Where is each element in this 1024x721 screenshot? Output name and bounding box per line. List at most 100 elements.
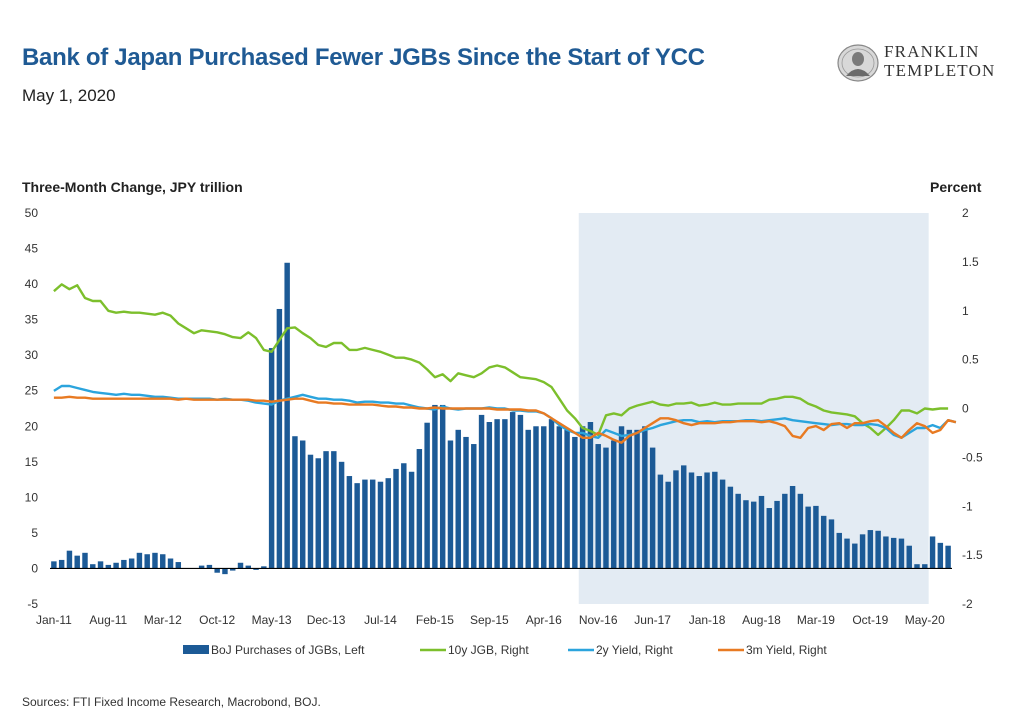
bar-boj-purchases (525, 429, 531, 569)
franklin-templeton-logo: FRANKLIN TEMPLETON (836, 42, 1016, 86)
bar-boj-purchases (369, 479, 376, 569)
left-axis-tick: 50 (25, 206, 39, 220)
x-axis-tick: Oct-19 (852, 613, 888, 627)
bar-boj-purchases (719, 479, 726, 569)
bar-boj-purchases (813, 505, 819, 569)
bar-boj-purchases (408, 471, 415, 569)
bar-boj-purchases (859, 534, 866, 569)
bar-boj-purchases (284, 262, 290, 569)
right-axis-tick: 1.5 (962, 255, 979, 269)
bar-boj-purchases (735, 493, 741, 569)
bar-boj-purchases (292, 436, 298, 569)
bar-boj-purchases (416, 449, 423, 569)
bar-boj-purchases (875, 530, 881, 569)
bar-boj-purchases (579, 426, 586, 569)
bar-boj-purchases (789, 485, 796, 569)
bar-boj-purchases (673, 470, 679, 569)
bar-boj-purchases (805, 506, 811, 569)
source-note: Sources: FTI Fixed Income Research, Macr… (22, 695, 321, 709)
bar-boj-purchases (890, 537, 897, 569)
bar-boj-purchases (556, 426, 563, 569)
bar-boj-purchases (548, 419, 555, 569)
bar-boj-purchases (587, 422, 594, 569)
left-axis-tick: 5 (31, 526, 38, 540)
bar-boj-purchases (649, 447, 656, 569)
bar-boj-purchases (533, 426, 539, 569)
left-axis-tick: 45 (25, 242, 39, 256)
x-axis-tick: Dec-13 (307, 613, 346, 627)
bar-boj-purchases (338, 461, 345, 569)
x-axis-tick: Mar-19 (797, 613, 835, 627)
right-axis-tick: 0.5 (962, 353, 979, 367)
x-axis-tick: Apr-16 (526, 613, 562, 627)
bar-boj-purchases (665, 481, 671, 569)
bar-boj-purchases (712, 471, 718, 569)
chart-date: May 1, 2020 (22, 86, 116, 105)
x-axis-tick: Jul-14 (364, 613, 397, 627)
bar-boj-purchases (704, 472, 710, 569)
bar-boj-purchases (572, 436, 578, 569)
bar-boj-purchases (782, 493, 788, 569)
bar-boj-purchases (121, 559, 127, 569)
bar-boj-purchases (642, 426, 648, 569)
bar-boj-purchases (486, 422, 493, 569)
right-axis-tick: 2 (962, 206, 969, 220)
x-axis-tick: Jun-17 (634, 613, 671, 627)
bar-boj-purchases (688, 472, 695, 569)
x-axis-tick: Aug-11 (89, 613, 127, 627)
series-line-3m-yield (53, 395, 957, 444)
left-axis-tick: 25 (25, 384, 39, 398)
bar-boj-purchases (160, 554, 166, 569)
bar-boj-purchases (774, 500, 780, 569)
bar-boj-purchases (261, 566, 267, 569)
logo-line-1: FRANKLIN (884, 42, 980, 61)
bar-boj-purchases (230, 568, 236, 571)
x-axis-tick: Jan-11 (36, 613, 72, 627)
bar-boj-purchases (439, 404, 446, 569)
bar-boj-purchases (914, 564, 920, 569)
right-axis-tick: -1 (962, 499, 973, 513)
x-axis-tick: May-13 (252, 613, 292, 627)
bar-boj-purchases (299, 440, 306, 569)
bar-boj-purchases (346, 476, 353, 569)
left-axis-tick: -5 (27, 597, 38, 611)
bar-boj-purchases (743, 500, 749, 569)
bar-boj-purchases (478, 414, 485, 569)
bar-boj-purchases (58, 559, 65, 569)
chart-title: Bank of Japan Purchased Fewer JGBs Since… (22, 44, 705, 71)
left-axis-tick: 20 (25, 419, 39, 433)
bar-boj-purchases (253, 568, 259, 570)
left-axis-label: Three-Month Change, JPY trillion (22, 179, 243, 195)
bar-boj-purchases (681, 465, 687, 569)
bar-boj-purchases (113, 562, 119, 569)
right-axis-tick: -1.5 (962, 548, 983, 562)
left-axis-tick: 30 (25, 348, 39, 362)
bar-boj-purchases (595, 444, 601, 569)
right-axis-tick: 0 (962, 402, 969, 416)
bar-boj-purchases (945, 545, 951, 569)
legend-label-2y-yield: 2y Yield, Right (596, 643, 673, 657)
bar-boj-purchases (315, 458, 321, 569)
series-line-10y-jgb (53, 283, 949, 437)
bar-boj-purchases (634, 429, 640, 569)
bar-boj-purchases (51, 561, 57, 569)
bar-boj-purchases (307, 454, 314, 569)
legend-label-boj-purchases: BoJ Purchases of JGBs, Left (211, 643, 365, 657)
bar-boj-purchases (198, 565, 205, 569)
bar-boj-purchases (97, 561, 104, 569)
logo-line-2: TEMPLETON (884, 61, 996, 80)
chart-canvas: 50454035302520151050-521.510.50-0.5-1-1.… (25, 206, 983, 657)
bar-boj-purchases (401, 463, 407, 569)
bar-boj-purchases (618, 426, 625, 569)
right-axis-tick: 1 (962, 304, 969, 318)
bar-boj-purchases (727, 486, 734, 569)
bar-boj-purchases (323, 451, 329, 569)
right-axis-tick: -2 (962, 597, 973, 611)
bar-boj-purchases (502, 419, 508, 569)
bar-boj-purchases (268, 348, 275, 569)
bar-boj-purchases (136, 552, 143, 569)
bar-boj-purchases (424, 422, 430, 569)
bar-boj-purchases (175, 562, 182, 569)
x-axis-tick: May-20 (905, 613, 945, 627)
bar-boj-purchases (377, 481, 384, 569)
